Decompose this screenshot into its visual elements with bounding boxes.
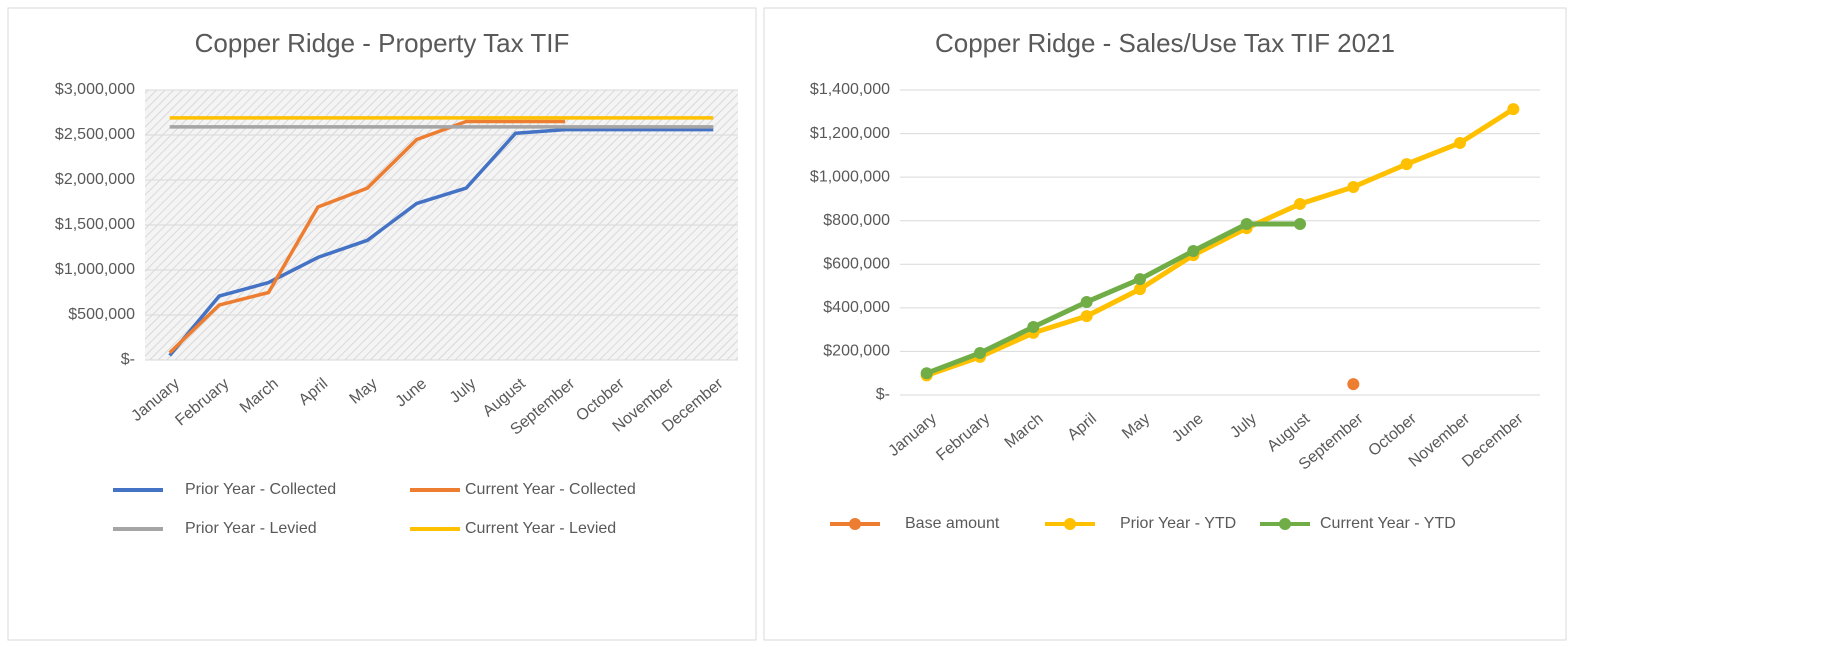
legend-label: Prior Year - Collected bbox=[185, 481, 336, 498]
series-marker bbox=[920, 367, 933, 380]
chart-title: Copper Ridge - Sales/Use Tax TIF 2021 bbox=[935, 28, 1395, 58]
legend-marker bbox=[1279, 518, 1291, 530]
y-tick-label: $800,000 bbox=[823, 212, 890, 229]
legend-label: Current Year - YTD bbox=[1320, 515, 1456, 532]
series-marker bbox=[1347, 378, 1360, 391]
series-line bbox=[925, 107, 1515, 378]
y-tick-label: $1,200,000 bbox=[810, 125, 890, 142]
series-marker bbox=[1400, 158, 1413, 171]
legend-label: Prior Year - YTD bbox=[1120, 515, 1236, 532]
series-line bbox=[925, 221, 1300, 376]
series-marker bbox=[1187, 244, 1200, 257]
legend-label: Current Year - Levied bbox=[465, 520, 616, 537]
y-tick-label: $3,000,000 bbox=[55, 81, 135, 98]
series-marker bbox=[1134, 273, 1146, 286]
y-tick-label: $- bbox=[876, 386, 890, 403]
series-marker bbox=[1080, 295, 1093, 308]
legend-label: Base amount bbox=[905, 515, 1000, 532]
y-tick-label: $2,500,000 bbox=[55, 126, 135, 143]
y-tick-label: $400,000 bbox=[823, 299, 890, 316]
series-line bbox=[168, 119, 566, 355]
legend-marker bbox=[1064, 518, 1076, 530]
y-tick-label: $1,000,000 bbox=[810, 168, 890, 185]
series-marker bbox=[1294, 217, 1306, 230]
legend-label: Current Year - Collected bbox=[465, 481, 636, 498]
y-tick-label: $2,000,000 bbox=[55, 171, 135, 188]
y-tick-label: $1,400,000 bbox=[810, 81, 890, 98]
series-marker bbox=[1027, 321, 1040, 334]
series-marker bbox=[1454, 136, 1466, 149]
series-marker bbox=[1294, 197, 1306, 210]
panel bbox=[763, 7, 1567, 641]
series-marker bbox=[1134, 283, 1146, 296]
series-line bbox=[168, 127, 714, 357]
series-marker bbox=[1080, 310, 1093, 323]
series-marker bbox=[1240, 217, 1253, 230]
y-tick-label: $1,000,000 bbox=[55, 261, 135, 278]
y-tick-label: $- bbox=[121, 351, 135, 368]
y-tick-label: $600,000 bbox=[823, 256, 890, 273]
legend-label: Prior Year - Levied bbox=[185, 520, 317, 537]
series-marker bbox=[974, 346, 986, 359]
series-marker bbox=[1347, 180, 1360, 193]
series-marker bbox=[1507, 103, 1520, 116]
chart-title: Copper Ridge - Property Tax TIF bbox=[195, 28, 570, 58]
y-tick-label: $500,000 bbox=[68, 306, 135, 323]
legend-marker bbox=[849, 518, 861, 530]
y-tick-label: $200,000 bbox=[823, 343, 890, 360]
y-tick-label: $1,500,000 bbox=[55, 216, 135, 233]
